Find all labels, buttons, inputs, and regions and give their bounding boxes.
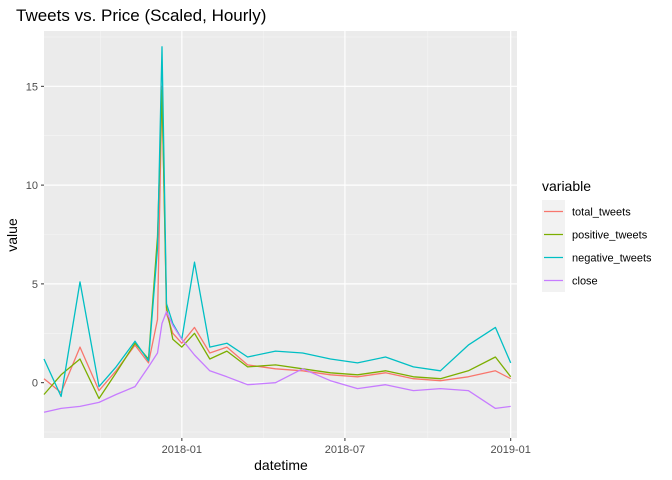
legend-label: negative_tweets (572, 253, 652, 265)
series-line-close (43, 310, 511, 413)
y-tick-label: 15 (26, 81, 38, 93)
x-tick-label: 2018-01 (162, 444, 202, 456)
y-axis-title: value (4, 218, 20, 252)
x-axis: 2018-01 2018-07 2019-01 (162, 438, 531, 456)
y-tick-label: 5 (32, 279, 38, 291)
x-tick-label: 2018-07 (325, 444, 365, 456)
y-tick-label: 10 (26, 180, 38, 192)
chart-title: Tweets vs. Price (Scaled, Hourly) (16, 6, 266, 25)
series-line-total-tweets (43, 85, 511, 394)
y-axis: 0 5 10 15 (26, 81, 44, 390)
series-line-negative-tweets (43, 46, 512, 398)
x-tick-label: 2019-01 (491, 444, 531, 456)
legend-label: close (572, 276, 598, 288)
legend: total_tweets positive_tweets negative_twee… (542, 200, 652, 292)
legend-label: total_tweets (572, 207, 631, 219)
x-axis-title: datetime (254, 457, 308, 473)
series-line-positive-tweets (43, 89, 512, 400)
grid (44, 31, 517, 438)
series-layer (43, 46, 512, 413)
legend-title: variable (542, 178, 591, 194)
legend-label: positive_tweets (572, 230, 648, 242)
y-tick-label: 0 (32, 378, 38, 390)
